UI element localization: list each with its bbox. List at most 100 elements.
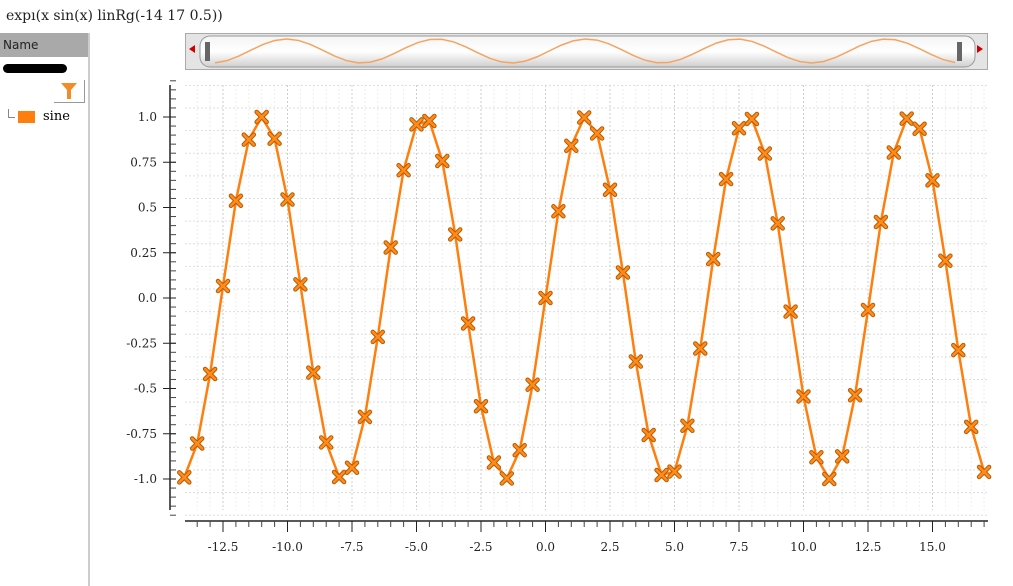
x-tick-label: -12.5 — [208, 540, 239, 554]
name-column-header[interactable]: Name — [0, 33, 88, 57]
x-tick-label: 15.0 — [919, 540, 946, 554]
legend-item-sine[interactable]: sine — [8, 109, 70, 124]
data-point-marker — [925, 173, 940, 188]
data-point-marker — [499, 471, 515, 486]
y-tick-label: 0.25 — [130, 246, 157, 260]
data-point-marker — [228, 193, 244, 209]
legend-panel: Name sine — [0, 33, 90, 586]
overview-line — [214, 38, 956, 64]
data-point-marker — [189, 436, 205, 451]
data-point-marker — [267, 131, 282, 146]
x-tick-label: 2.5 — [600, 540, 619, 554]
series-markers — [177, 109, 992, 487]
data-point-marker — [757, 146, 773, 161]
x-tick-label: 0.0 — [536, 540, 555, 554]
data-point-marker — [809, 450, 824, 465]
legend-swatch — [18, 110, 35, 123]
y-tick-labels: 1.0 0.75 0.5 0.25 0.0 -0.25 -0.5 -0.75 -1.0 — [126, 110, 157, 486]
data-point-marker — [615, 265, 631, 280]
y-tick-label: -0.25 — [126, 336, 157, 350]
data-point-marker — [783, 304, 798, 319]
data-point-marker — [447, 227, 463, 242]
data-point-marker — [899, 111, 914, 126]
data-point-marker — [318, 435, 334, 450]
y-tick-label: 1.0 — [138, 110, 157, 124]
x-tick-label: -5.0 — [405, 540, 428, 554]
data-point-marker — [241, 132, 257, 147]
data-point-marker — [834, 449, 850, 464]
data-point-marker — [602, 182, 618, 198]
grid — [185, 84, 988, 516]
data-point-marker — [525, 377, 540, 392]
x-tick-label: 7.5 — [729, 540, 748, 554]
legend-label: sine — [43, 109, 70, 124]
data-point-marker — [409, 117, 424, 132]
data-point-marker — [641, 427, 656, 443]
left-handle[interactable] — [205, 42, 210, 61]
data-point-marker — [564, 138, 579, 154]
data-point-marker — [215, 278, 231, 294]
scroll-left-button[interactable] — [189, 45, 195, 53]
data-point-marker — [847, 387, 863, 403]
redacted-label — [3, 64, 67, 73]
y-tick-label: -0.5 — [134, 382, 157, 396]
series-line-sine — [183, 114, 986, 482]
data-point-marker — [344, 460, 360, 476]
data-point-marker — [551, 204, 566, 219]
data-point-marker — [486, 455, 502, 470]
data-point-marker — [680, 418, 695, 434]
data-point-marker — [589, 126, 605, 141]
y-tick-label: -1.0 — [134, 472, 157, 486]
data-point-marker — [628, 354, 644, 369]
data-point-marker — [938, 253, 953, 268]
data-point-marker — [860, 302, 876, 318]
data-point-marker — [731, 120, 747, 136]
data-point-marker — [202, 366, 218, 382]
data-point-marker — [667, 464, 682, 479]
data-point-marker — [576, 110, 592, 125]
filter-funnel-icon — [61, 83, 77, 99]
x-tick-label: 10.0 — [790, 540, 817, 554]
page-title: expı(x sin(x) linRg(-14 17 0.5)) — [6, 8, 223, 24]
scroll-thumb[interactable] — [199, 35, 976, 68]
x-tick-label: 5.0 — [665, 540, 684, 554]
data-point-marker — [538, 290, 553, 306]
data-point-marker — [873, 214, 889, 230]
data-point-marker — [886, 145, 902, 160]
y-tick-label: 0.0 — [138, 291, 157, 305]
x-tick-label: 12.5 — [855, 540, 882, 554]
data-point-marker — [383, 240, 398, 255]
data-point-marker — [512, 442, 527, 458]
scroll-right-button[interactable] — [977, 45, 983, 53]
axes — [163, 80, 988, 532]
right-handle[interactable] — [957, 42, 962, 61]
data-point-marker — [912, 121, 927, 137]
data-point-marker — [822, 471, 837, 487]
data-point-marker — [705, 251, 721, 267]
data-point-marker — [254, 109, 269, 125]
data-point-marker — [306, 365, 321, 380]
data-point-marker — [963, 419, 979, 435]
x-tick-label: -7.5 — [340, 540, 363, 554]
data-point-marker — [473, 398, 489, 414]
data-point-marker — [796, 389, 811, 404]
data-point-marker — [370, 329, 386, 345]
data-point-marker — [951, 342, 966, 358]
tree-connector — [8, 109, 15, 118]
y-tick-label: -0.75 — [126, 427, 157, 441]
data-point-marker — [744, 111, 760, 127]
x-tick-labels: -12.5 -10.0 -7.5 -5.0 -2.5 0.0 2.5 5.0 7.5 10.0 12… — [208, 540, 946, 554]
x-tick-label: -2.5 — [469, 540, 492, 554]
data-point-marker — [293, 277, 308, 292]
data-point-marker — [976, 464, 992, 480]
y-tick-label: 0.75 — [130, 155, 157, 169]
data-point-marker — [435, 153, 450, 169]
data-point-marker — [396, 162, 411, 178]
range-scrollbar[interactable] — [185, 33, 988, 70]
data-point-marker — [770, 216, 785, 231]
data-point-marker — [693, 341, 708, 356]
filter-button[interactable] — [54, 80, 85, 103]
data-point-marker — [280, 192, 295, 207]
data-point-marker — [177, 470, 192, 485]
